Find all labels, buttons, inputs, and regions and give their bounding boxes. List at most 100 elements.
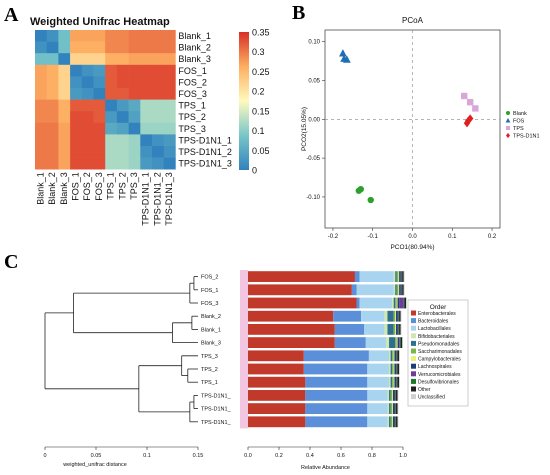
bar-segment xyxy=(385,337,390,348)
bar-segment xyxy=(399,271,401,282)
heatmap-cell xyxy=(81,41,94,54)
heatmap-cell xyxy=(81,99,94,112)
heatmap-cell xyxy=(116,41,129,54)
heatmap-cell xyxy=(152,30,164,42)
dendrogram-leaf-label: TPS-D1N1_ xyxy=(201,393,232,399)
bar-segment xyxy=(396,403,398,414)
bar-segment xyxy=(392,376,394,388)
bar-segment xyxy=(333,310,362,322)
dendrogram-leaf-label: TPS_1 xyxy=(201,380,218,386)
heatmap-cell xyxy=(116,53,129,66)
bar-legend-swatch xyxy=(411,356,416,362)
heatmap-cell xyxy=(46,111,59,124)
bar-segment xyxy=(402,284,404,296)
bar-segment xyxy=(389,363,391,375)
bar-segment xyxy=(397,297,400,309)
bar-segment xyxy=(400,271,402,282)
bar-segment xyxy=(390,416,393,428)
pcoa-legend-marker xyxy=(506,126,510,130)
pcoa-y-axis-label: PCO2(15.05%) xyxy=(301,107,308,151)
colorbar-tick-label: 0.1 xyxy=(252,126,265,136)
bar-segment xyxy=(390,376,393,388)
bar-segment xyxy=(399,337,401,348)
bar-x-tick-label: 0.6 xyxy=(337,453,345,459)
heatmap-cell xyxy=(128,99,141,112)
heatmap-cell xyxy=(58,76,71,89)
bar-legend-label: Bacteroidales xyxy=(418,319,449,325)
heatmap-cell xyxy=(46,53,59,66)
bar-legend-swatch xyxy=(411,325,416,331)
heatmap-cell xyxy=(152,157,164,170)
heatmap-cell xyxy=(163,99,176,112)
bar-segment xyxy=(396,310,398,322)
heatmap-col-label: TPS_3 xyxy=(129,172,139,200)
bar-segment xyxy=(395,337,397,348)
bar-legend-swatch xyxy=(411,310,416,316)
heatmap-cell xyxy=(93,134,106,147)
heatmap-cell xyxy=(152,122,164,135)
heatmap-cell xyxy=(140,30,153,42)
bar-segment xyxy=(354,271,360,282)
heatmap-cell xyxy=(35,64,47,77)
bar-x-tick-label: 0.0 xyxy=(244,453,252,459)
pcoa-point xyxy=(466,114,474,123)
panel-letter-c: C xyxy=(4,251,18,273)
bar-segment xyxy=(367,363,390,375)
bar-segment xyxy=(396,271,399,282)
heatmap-cell xyxy=(58,64,71,77)
bar-segment xyxy=(248,376,306,388)
bar-legend-label: Desulfovibrionales xyxy=(418,379,459,385)
heatmap-cell xyxy=(128,122,141,135)
heatmap-col-label: TPS-D1N1_3 xyxy=(164,172,174,226)
bar-segment xyxy=(367,416,388,428)
heatmap-cell xyxy=(105,76,118,89)
heatmap-cell xyxy=(105,157,118,170)
heatmap-cell xyxy=(116,30,129,42)
heatmap-cell xyxy=(152,111,164,124)
bar-segment xyxy=(396,376,398,388)
heatmap-cell xyxy=(93,122,106,135)
bar-segment xyxy=(398,324,400,335)
heatmap-col-label: Blank_3 xyxy=(59,172,69,205)
heatmap-cell xyxy=(58,122,71,135)
pcoa-point xyxy=(343,55,351,63)
bar-segment xyxy=(393,363,395,375)
heatmap-cell xyxy=(163,64,176,77)
heatmap-cell xyxy=(81,157,94,170)
bar-segment xyxy=(389,376,391,388)
heatmap-cell xyxy=(58,99,71,112)
pcoa-point xyxy=(367,196,374,204)
bar-segment xyxy=(387,310,394,322)
heatmap-cell xyxy=(81,146,94,158)
dendrogram-leaf-label: TPS-D1N1_ xyxy=(201,420,232,426)
pcoa-legend-label: TPS xyxy=(513,126,524,132)
heatmap-cell xyxy=(93,157,106,170)
heatmap-cell xyxy=(70,30,83,42)
bar-segment xyxy=(395,416,397,428)
bar-segment xyxy=(359,271,394,282)
heatmap-cell xyxy=(140,99,153,112)
bar-segment xyxy=(400,324,402,335)
bar-legend-swatch xyxy=(411,340,416,346)
heatmap-cell xyxy=(70,111,83,124)
bar-segment xyxy=(396,363,398,375)
heatmap-cell xyxy=(163,122,176,135)
heatmap-row-label: FOS_3 xyxy=(178,89,207,99)
bar-segment xyxy=(393,284,396,296)
heatmap-cell xyxy=(93,146,106,158)
heatmap-cell xyxy=(163,134,176,147)
bar-segment xyxy=(399,297,404,309)
bar-segment xyxy=(305,416,368,428)
heatmap-cell xyxy=(163,111,176,124)
bar-segment xyxy=(384,324,388,335)
bar-segment xyxy=(397,416,399,428)
colorbar-tick-label: 0.15 xyxy=(252,106,270,116)
heatmap-cell xyxy=(58,30,71,42)
pcoa-point xyxy=(339,49,347,57)
heatmap-row-label: FOS_2 xyxy=(178,77,207,87)
heatmap-cell xyxy=(58,134,71,147)
heatmap-cell xyxy=(35,53,47,66)
heatmap-cell xyxy=(116,99,129,112)
dendrogram-leaf-label: Blank_2 xyxy=(201,314,221,320)
bar-segment xyxy=(392,390,393,401)
